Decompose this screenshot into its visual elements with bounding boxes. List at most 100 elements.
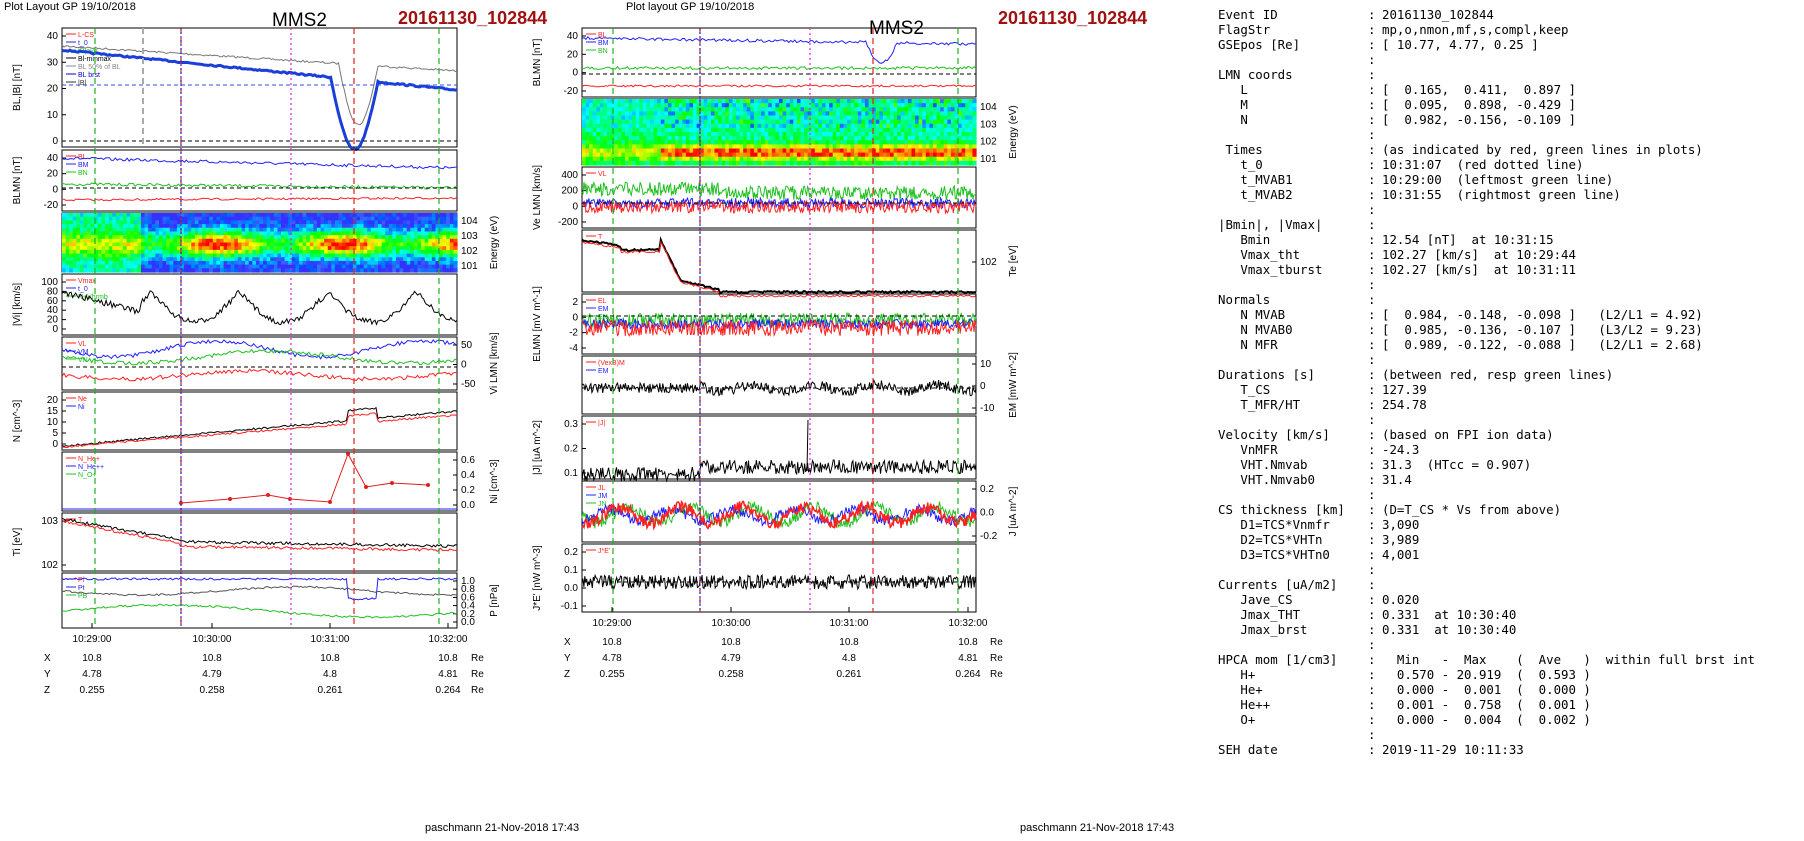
spectro-cell	[439, 242, 444, 247]
spectro-cell	[424, 231, 429, 236]
spectro-cell	[800, 156, 805, 162]
info-colon: :	[1368, 577, 1376, 592]
pos-row-value: 4.81	[438, 669, 458, 680]
spectro-cell	[378, 235, 383, 240]
spectro-cell	[424, 249, 429, 255]
spectro-cell	[965, 136, 970, 141]
info-row: |Bmin|, |Vmax|:	[1218, 217, 1755, 232]
spectro-cell	[732, 144, 737, 150]
spectro-cell	[259, 227, 264, 233]
spectro-cell	[725, 99, 730, 104]
info-row: Jmax_brst:0.331 at 10:30:40	[1218, 622, 1755, 637]
spectro-cell	[180, 213, 185, 218]
info-colon: :	[1368, 322, 1376, 337]
spectro-cell	[732, 152, 737, 158]
spectro-cell	[388, 268, 393, 273]
spectro-cell	[857, 140, 862, 145]
spectro-cell	[302, 235, 307, 240]
spectro-cell	[642, 144, 648, 150]
x-tick-label: 10:29:00	[73, 634, 112, 645]
spectro-cell	[757, 119, 762, 125]
panel-frame	[61, 149, 458, 212]
legend-label: Pi	[78, 577, 85, 584]
spectro-cell	[893, 156, 898, 162]
spectro-cell	[721, 111, 726, 117]
spectro-cell	[345, 253, 350, 258]
spectro-cell	[273, 235, 279, 240]
spectro-cell	[811, 123, 816, 129]
spectro-cell	[133, 220, 139, 225]
spectro-cell	[950, 99, 956, 104]
info-key: Jmax_THT	[1218, 607, 1301, 622]
spectro-cell	[345, 216, 350, 221]
spectro-cell	[205, 249, 210, 255]
spectro-cell	[395, 257, 401, 262]
spectro-cell	[746, 127, 751, 133]
spectro-cell	[126, 216, 131, 221]
spectro-cell	[918, 107, 923, 112]
spectro-cell	[72, 249, 77, 255]
spectro-cell	[284, 260, 289, 266]
spectro-cell	[746, 148, 751, 154]
spectro-cell	[324, 264, 329, 269]
spectro-cell	[395, 249, 401, 255]
spectro-cell	[753, 119, 759, 125]
spectro-cell	[675, 107, 680, 112]
spectro-cell	[97, 231, 103, 236]
spectro-cell	[151, 257, 156, 262]
spectro-cell	[248, 246, 253, 251]
spectro-cell	[141, 260, 146, 266]
spectro-cell	[886, 144, 891, 150]
spectro-cell	[230, 257, 235, 262]
spectro-cell	[667, 144, 673, 150]
spectro-cell	[929, 115, 934, 121]
spectro-cell	[360, 227, 365, 233]
spectro-cell	[832, 132, 837, 137]
spectro-cell	[646, 107, 651, 112]
spectro-cell	[821, 152, 827, 158]
spectro-cell	[421, 257, 426, 262]
spectro-cell	[94, 235, 99, 240]
axis-ylabel: Vi LMN [km/s]	[489, 332, 500, 394]
spectro-cell	[263, 235, 268, 240]
spectro-cell	[750, 111, 755, 117]
spectro-cell	[166, 216, 171, 221]
spectro-cell	[302, 246, 307, 251]
series-line	[61, 519, 458, 552]
tick-label: 2	[572, 297, 578, 308]
spectro-cell	[87, 235, 92, 240]
spectro-cell	[621, 115, 626, 121]
spectro-cell	[291, 268, 297, 273]
spectro-cell	[847, 156, 852, 162]
spectro-cell	[714, 160, 719, 166]
info-row: :	[1218, 412, 1755, 427]
spectro-cell	[194, 235, 200, 240]
spectro-cell	[388, 238, 393, 244]
spectro-cell	[890, 136, 895, 141]
spectro-cell	[907, 136, 913, 141]
spectro-cell	[836, 160, 841, 166]
spectro-cell	[771, 132, 777, 137]
spectro-cell	[191, 224, 196, 229]
spectro-cell	[725, 119, 730, 125]
spectro-cell	[313, 268, 318, 273]
spectro-cell	[768, 136, 773, 141]
info-row: VnMFR: -24.3	[1218, 442, 1755, 457]
spectro-cell	[424, 257, 429, 262]
spectro-cell	[263, 246, 268, 251]
spectro-cell	[291, 257, 297, 262]
spectro-cell	[700, 144, 705, 150]
spectro-cell	[854, 107, 859, 112]
spectro-cell	[660, 123, 665, 129]
spectro-cell	[693, 132, 698, 137]
spectro-cell	[202, 216, 207, 221]
spectro-cell	[316, 220, 322, 225]
spectro-cell	[356, 264, 361, 269]
spectro-cell	[252, 253, 257, 258]
spectro-cell	[417, 246, 422, 251]
spectro-cell	[696, 140, 701, 145]
spectro-cell	[639, 140, 644, 145]
spectro-cell	[385, 260, 390, 266]
spectro-cell	[968, 115, 974, 121]
spectro-cell	[65, 231, 70, 236]
